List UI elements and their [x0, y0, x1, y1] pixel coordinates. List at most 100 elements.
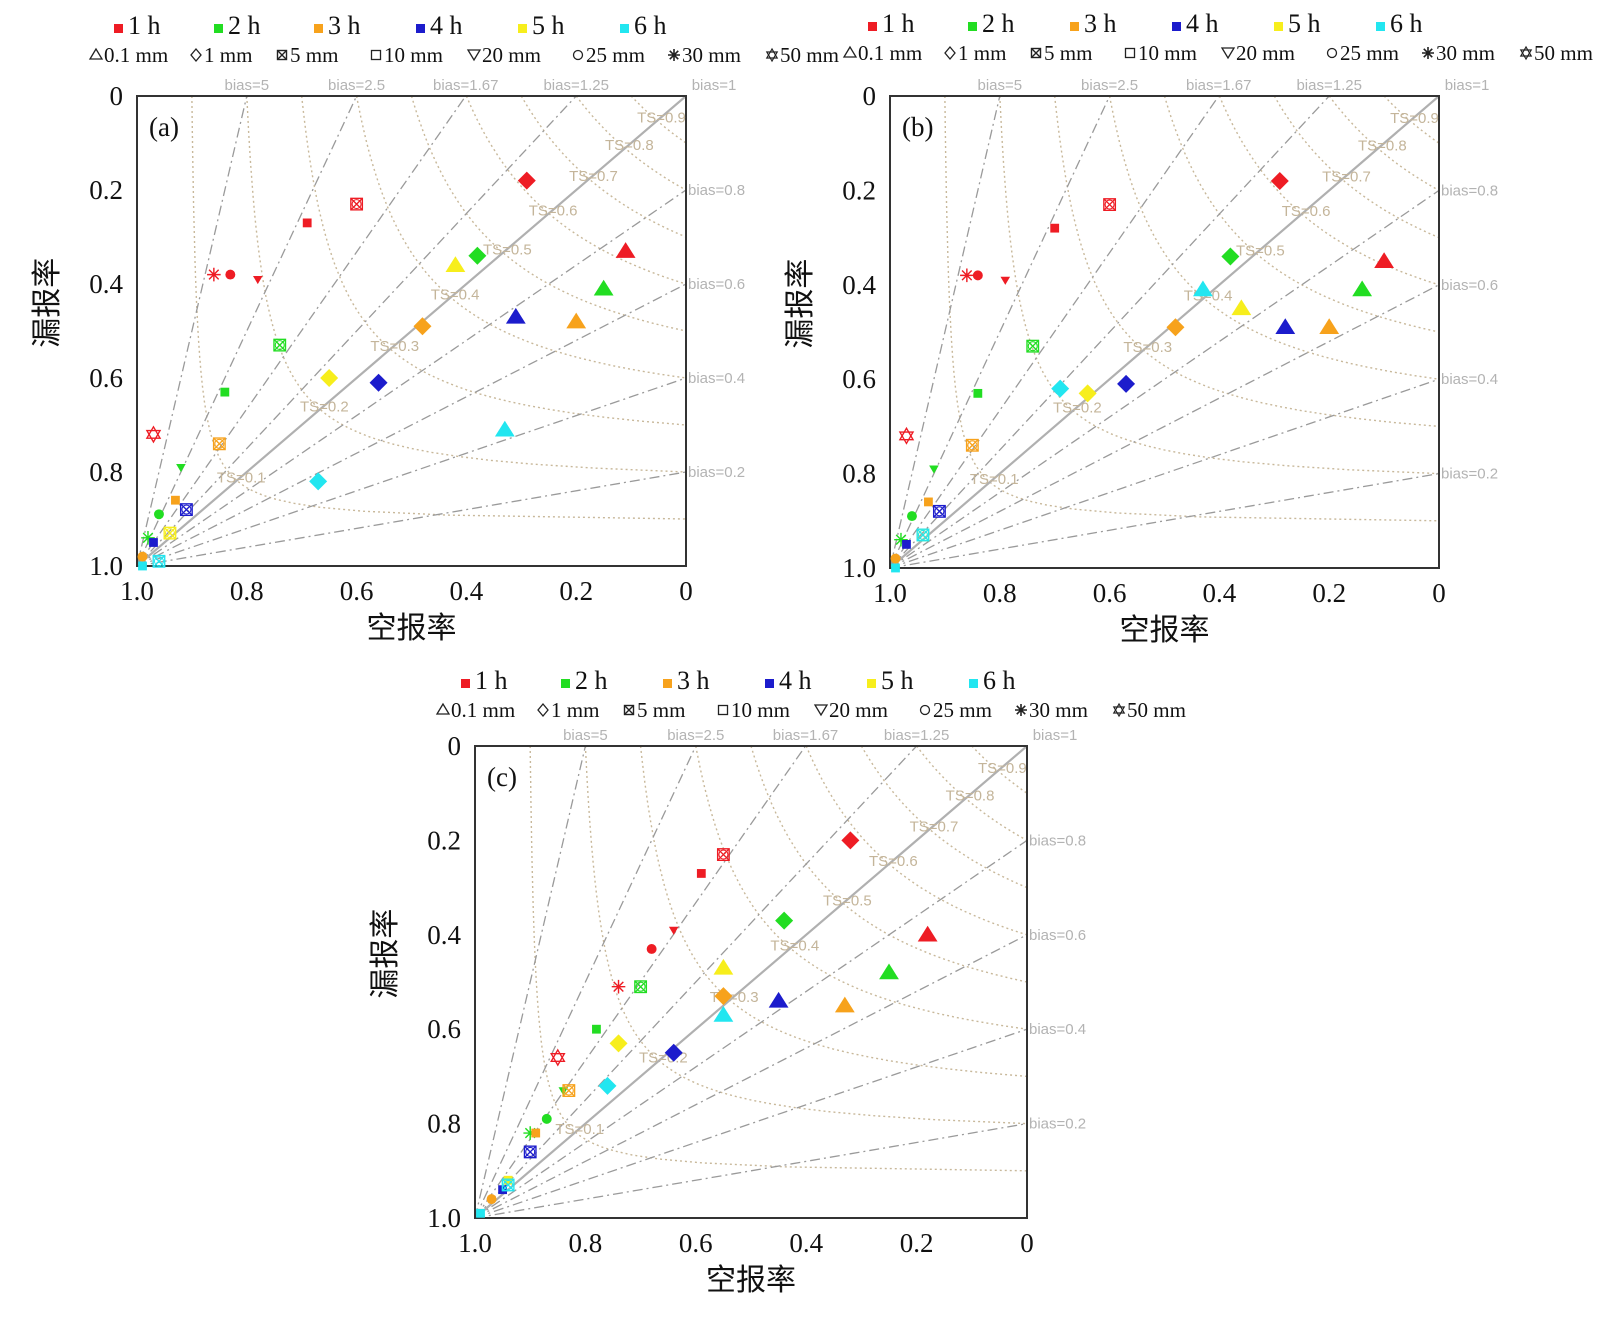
square-x-marker	[163, 526, 177, 540]
circle-shape	[154, 509, 164, 520]
triangle-down-marker	[176, 463, 186, 473]
asterisk-icon	[1015, 704, 1027, 716]
bias-line	[475, 839, 1027, 1218]
y-tick-label: 0.6	[842, 364, 876, 394]
triangle-up-shape	[615, 242, 636, 258]
square-shape	[592, 1024, 601, 1034]
data-points	[137, 171, 636, 571]
triangle-down-shape	[668, 926, 679, 935]
circle-shape	[972, 270, 983, 281]
legend-time-label: 1 h	[882, 9, 915, 38]
square-shape	[220, 387, 230, 397]
triangle-down-icon	[1220, 47, 1236, 60]
asterisk-marker	[207, 267, 221, 282]
legend-item-4h: 4 h	[765, 666, 812, 695]
triangle-up-marker	[917, 925, 938, 942]
legend-threshold-label: 20 mm	[482, 43, 541, 67]
ts-contour-line	[639, 746, 1027, 1078]
bias-line	[890, 96, 1220, 568]
bias-line	[890, 189, 1439, 568]
ts-contour-line	[630, 96, 686, 144]
bias-one-line	[890, 96, 1439, 568]
ts-label: TS=0.8	[946, 787, 995, 804]
bias-label: bias=1.25	[543, 77, 608, 94]
asterisk-marker	[894, 532, 908, 547]
x-tick-label: 1.0	[120, 576, 154, 606]
legend-threshold-item: 25 mm	[919, 698, 992, 722]
legend-time-label: 1 h	[475, 666, 508, 695]
diamond-shape	[841, 831, 860, 850]
diamond-shape	[1051, 379, 1070, 398]
triangle-up-marker	[445, 256, 466, 272]
y-tick-label: 0.2	[89, 175, 123, 205]
triangle-down-marker	[252, 275, 263, 285]
legend-threshold-label: 5 mm	[1044, 41, 1092, 65]
square-x-icon	[1030, 47, 1042, 59]
square-x-ring	[934, 506, 945, 517]
bias-label: bias=2.5	[1081, 77, 1138, 94]
square-shape	[302, 218, 312, 228]
x-tick-label: 0.8	[230, 576, 264, 606]
legend-threshold-item: 20 mm	[466, 43, 541, 67]
bias-label: bias=0.2	[1441, 466, 1498, 483]
bias-line	[890, 96, 1111, 568]
legend-threshold-label: 30 mm	[682, 43, 741, 67]
square-marker	[1050, 223, 1060, 233]
square-x-cross	[163, 526, 177, 540]
triangle-down-shape	[176, 463, 186, 473]
triangle-up-marker	[615, 242, 636, 258]
diamond-shape	[714, 987, 733, 1006]
bias-line	[475, 934, 1027, 1218]
square-marker	[149, 538, 158, 547]
legend-item-3h: 3 h	[1070, 9, 1117, 38]
ts-label: TS=0.7	[910, 818, 959, 835]
diamond-marker	[1221, 247, 1240, 266]
ts-label: TS=0.1	[217, 470, 266, 487]
diamond-shape	[598, 1076, 617, 1095]
ts-label: TS=0.8	[1358, 137, 1407, 154]
x-tick-label: 0.4	[789, 1228, 823, 1258]
legend-item-1h: 1 h	[461, 666, 508, 695]
legend-panel-c: 1 h 2 h 3 h 4 h 5 h 6 h 0.1 mm 1 mm 5 mm 10 mm 20 …	[435, 666, 1186, 722]
ts-contour-line	[1328, 96, 1439, 192]
triangle-up-shape	[593, 279, 614, 296]
ts-contour-line	[916, 746, 1027, 842]
bias-label: bias=0.8	[688, 182, 745, 199]
legend-threshold-item: 1 mm	[944, 41, 1006, 65]
asterisk-icon	[1422, 47, 1434, 59]
legend-threshold-item: 1 mm	[190, 43, 252, 67]
triangle-up-shape	[713, 1006, 734, 1022]
diamond-icon	[944, 45, 956, 61]
square-x-cross	[350, 197, 363, 211]
asterisk-shape	[207, 267, 221, 282]
triangle-down-shape	[252, 275, 263, 285]
asterisk-marker	[141, 531, 155, 545]
y-axis-label: 漏报率	[31, 258, 64, 348]
square-x-ring	[967, 440, 978, 451]
diamond-marker	[468, 246, 487, 265]
bias-line	[890, 378, 1439, 568]
legend-threshold-label: 1 mm	[958, 41, 1006, 65]
circle-marker	[486, 1194, 497, 1205]
legend-item-2h: 2 h	[968, 9, 1015, 38]
diamond-marker	[413, 317, 432, 336]
y-axis-label: 漏报率	[369, 909, 402, 999]
diamond-marker	[1051, 379, 1070, 398]
diamond-marker	[664, 1043, 683, 1062]
x-tick-label: 0	[1432, 578, 1446, 608]
diamond-shape	[320, 369, 339, 387]
legend-swatch-icon	[114, 24, 123, 33]
legend-threshold-item: 50 mm	[1112, 698, 1186, 722]
circle-marker	[646, 944, 657, 954]
triangle-up-marker	[713, 958, 734, 975]
circle-shape	[907, 511, 917, 522]
square-x-cross	[501, 1178, 515, 1192]
triangle-up-shape	[566, 312, 587, 329]
triangle-up-shape	[1275, 318, 1296, 335]
legend-item-1h: 1 h	[114, 11, 161, 40]
ts-label: TS=0.2	[1053, 400, 1102, 417]
asterisk-marker	[611, 979, 626, 994]
circle-marker	[154, 509, 164, 520]
triangle-up-marker	[1231, 299, 1252, 316]
y-tick-label: 0.4	[842, 270, 876, 300]
